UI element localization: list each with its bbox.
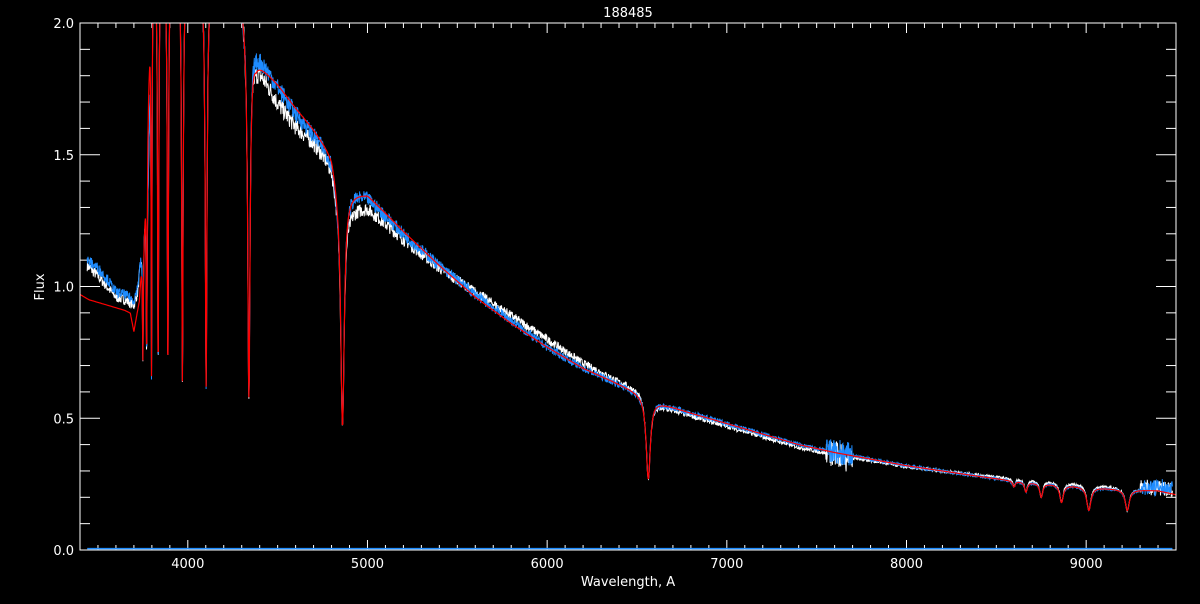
- model-spectrum-red: [80, 23, 1176, 511]
- y-tick-label: 2.0: [53, 17, 74, 32]
- y-axis-label: Flux: [33, 273, 48, 300]
- x-tick-label: 9000: [1070, 557, 1103, 572]
- axes-frame: [79, 22, 1177, 551]
- x-tick-label: 8000: [890, 557, 923, 572]
- plot-area: [80, 23, 1176, 550]
- x-tick-label: 4000: [171, 557, 204, 572]
- axis-ticks: 4000 5000 6000 7000 8000 9000 0.0 0.5 1.0 1.5 2.0: [53, 17, 1177, 572]
- y-tick-label: 1.0: [53, 281, 74, 296]
- y-tick-label: 0.0: [53, 544, 74, 559]
- x-tick-label: 7000: [710, 557, 743, 572]
- y-tick-label: 0.5: [53, 412, 74, 427]
- x-tick-label: 6000: [531, 557, 564, 572]
- x-tick-label: 5000: [351, 557, 384, 572]
- chart-title: 188485: [603, 6, 653, 21]
- x-axis-label: Wavelength, A: [581, 575, 675, 590]
- y-tick-label: 1.5: [53, 149, 74, 164]
